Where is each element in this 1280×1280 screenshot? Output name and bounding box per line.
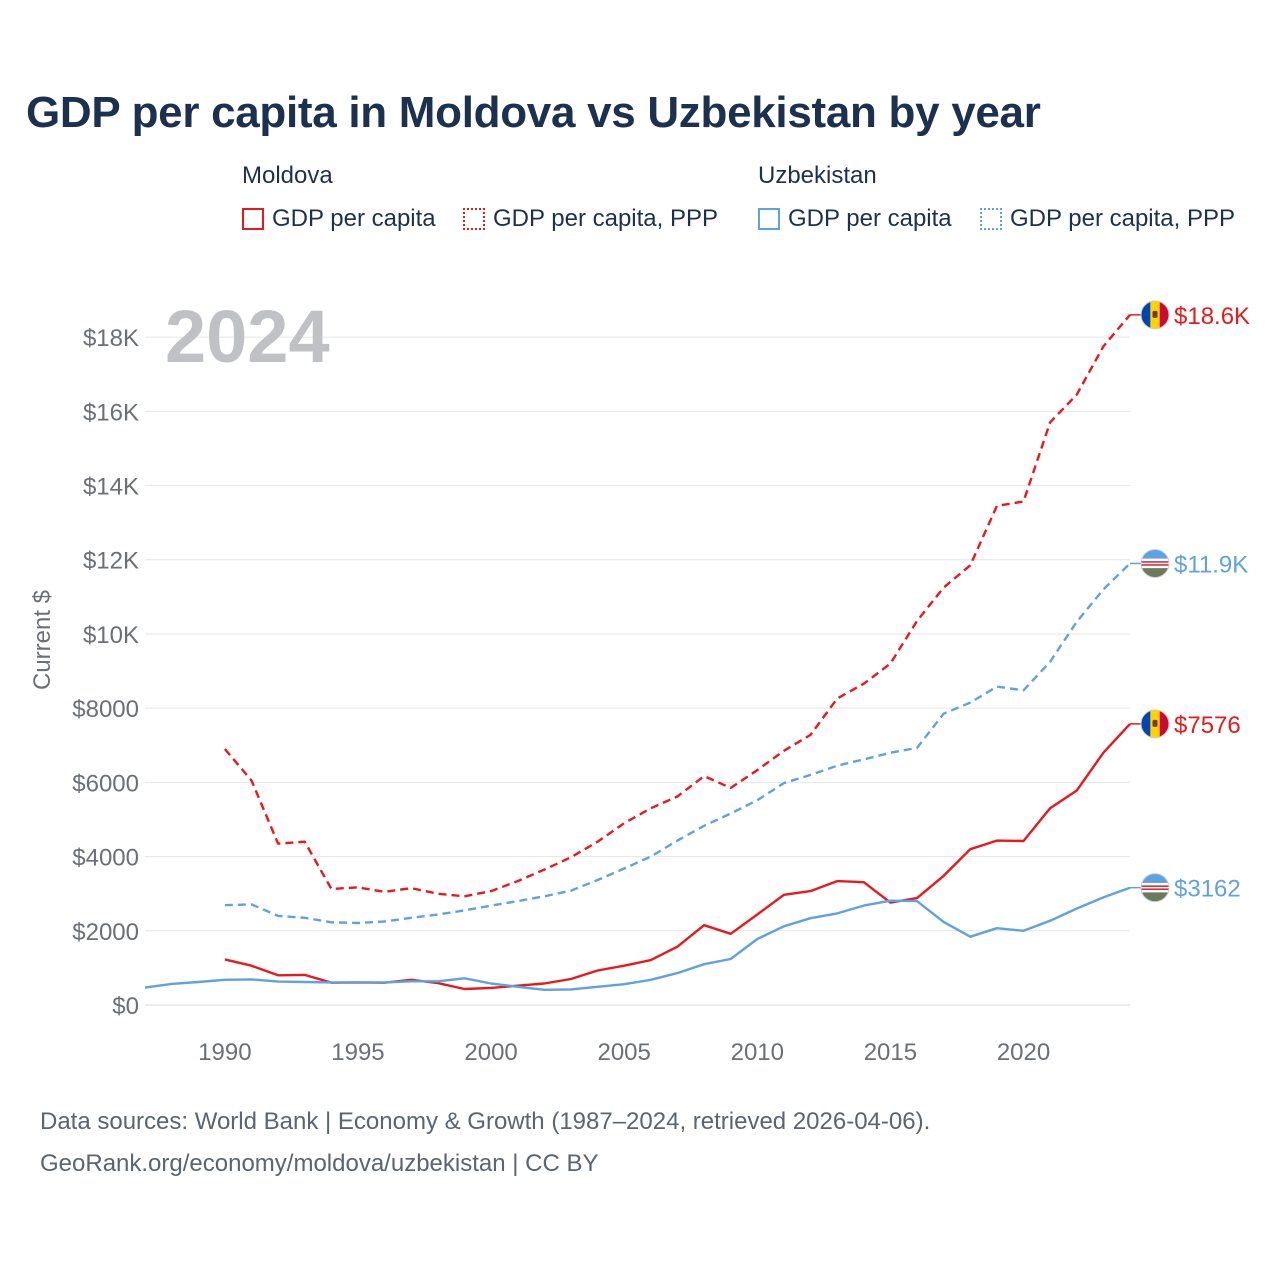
y-tick-label: $12K [83,548,139,575]
flag-border [1140,873,1170,903]
uzbekistan-flag-icon [1140,548,1170,578]
flag-stripe-blue [1141,873,1169,883]
legend-moldova-gdp[interactable]: GDP per capita [242,204,436,234]
x-tick-label: 1995 [331,1039,384,1066]
flag-stripe-blue [1141,300,1151,329]
flag-stripe-green [1141,892,1169,902]
flag-stripe-white [1141,558,1169,569]
y-tick-label: $4000 [72,845,139,872]
series-line-moldova-gdp-per-capita-ppp [223,314,1131,898]
flag-fimbriation-top [1141,885,1169,887]
end-value-label: $3162 [1174,876,1241,903]
legend-group-uzbekistan: Uzbekistan [758,162,877,189]
x-tick-label: 1990 [198,1039,251,1066]
flag-body [1141,549,1169,578]
flag-border [1140,548,1170,578]
flag-stripe-white [1141,882,1169,893]
flag-emblem [1152,310,1158,318]
flag-stripe-red [1159,300,1169,329]
legend-uzbekistan-gdp-ppp[interactable]: GDP per capita, PPP [980,204,1235,234]
moldova-flag-icon [1140,300,1170,330]
flag-stripe-green [1141,568,1169,578]
flag-body [1141,709,1169,738]
flag-border [1140,300,1170,330]
x-tick-label: 2015 [864,1039,917,1066]
y-tick-label: $6000 [72,770,139,797]
uzbekistan-flag-icon [1140,873,1170,903]
y-tick-label: $8000 [72,696,139,723]
legend-group-moldova: Moldova [242,162,333,189]
legend-uzbekistan-gdp[interactable]: GDP per capita [758,204,952,234]
flag-body [1141,300,1169,329]
footer-sources: Data sources: World Bank | Economy & Gro… [40,1108,931,1135]
y-axis-label: Current $ [29,590,56,690]
y-tick-label: $0 [112,993,139,1020]
year-watermark: 2024 [165,295,330,378]
y-tick-label: $18K [83,325,139,352]
flag-emblem [1152,719,1158,727]
flag-stripe-red [1159,709,1169,738]
y-tick-label: $2000 [72,919,139,946]
flag-fimbriation-top [1141,561,1169,563]
x-tick-label: 2010 [731,1039,784,1066]
legend-label: GDP per capita [272,205,436,232]
end-value-label: $11.9K [1174,551,1248,578]
flag-body [1141,873,1169,902]
legend-label: GDP per capita, PPP [1010,205,1235,232]
flag-fimbriation-bottom [1141,564,1169,566]
x-tick-label: 2020 [997,1039,1050,1066]
legend-swatch-solid-red [242,208,264,230]
legend-moldova-gdp-ppp[interactable]: GDP per capita, PPP [463,204,718,234]
end-value-label: $18.6K [1174,303,1250,330]
moldova-flag-icon [1140,709,1170,739]
flag-stripe-blue [1141,549,1169,559]
y-tick-label: $10K [83,622,139,649]
series-line-uzbekistan-gdp-per-capita [144,886,1131,991]
y-tick-label: $16K [83,399,139,426]
flag-fimbriation-bottom [1141,888,1169,890]
flag-border [1140,709,1170,739]
chart-title: GDP per capita in Moldova vs Uzbekistan … [26,88,1041,137]
flag-stripe-blue [1141,709,1151,738]
end-value-label: $7576 [1174,712,1241,739]
legend-label: GDP per capita [788,205,952,232]
y-tick-label: $14K [83,474,139,501]
x-tick-label: 2005 [597,1039,650,1066]
legend-label: GDP per capita, PPP [493,205,718,232]
x-tick-label: 2000 [464,1039,517,1066]
series-line-uzbekistan-gdp-per-capita-ppp [224,562,1131,925]
legend-swatch-dotted-red [463,208,485,230]
legend-swatch-dotted-blue [980,208,1002,230]
chart-canvas: $0 $2000 $4000 $6000 $8000 $10K $12K $14K $16K $1… [29,295,1250,1066]
legend-swatch-solid-blue [758,208,780,230]
footer-credit[interactable]: GeoRank.org/economy/moldova/uzbekistan |… [40,1150,599,1177]
